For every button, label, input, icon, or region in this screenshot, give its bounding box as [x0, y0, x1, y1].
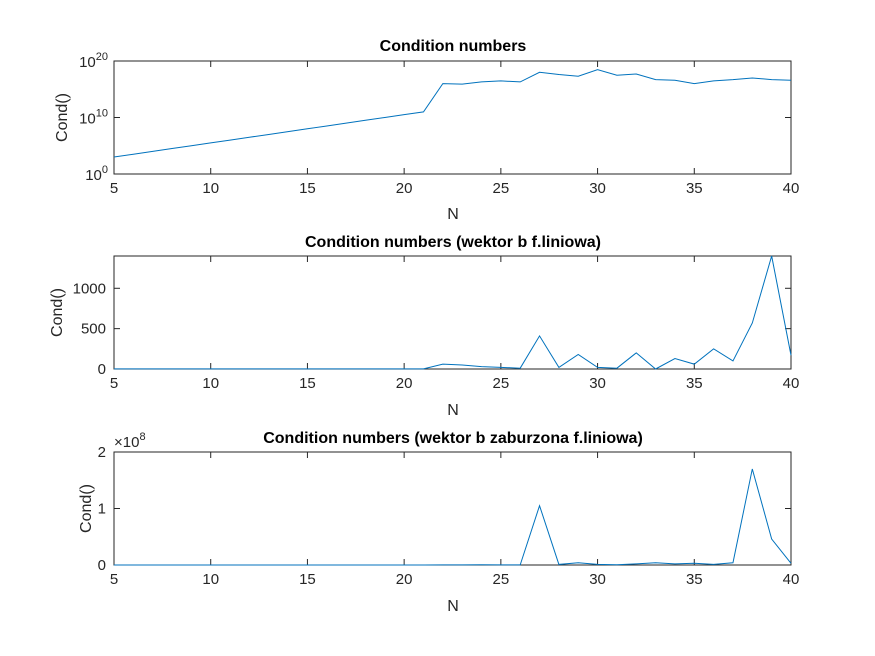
chart-condition-numbers-perturbed: Condition numbers (wektor b zaburzona f.…	[78, 430, 799, 615]
x-tick-label: 35	[686, 375, 703, 392]
x-tick-label: 25	[493, 571, 510, 588]
x-axis-label: N	[447, 206, 459, 223]
x-tick-label: 35	[686, 571, 703, 588]
y-tick-label: 0	[98, 557, 106, 574]
x-tick-label: 15	[299, 571, 316, 588]
y-axis: 0 1 2	[98, 444, 791, 574]
x-tick-label: 25	[493, 375, 510, 392]
x-axis-label: N	[447, 402, 459, 419]
y-tick-label: 1	[98, 501, 106, 518]
x-tick-label: 15	[299, 375, 316, 392]
y-tick-label: 2	[98, 444, 106, 461]
series-line	[113, 69, 792, 158]
y-axis-label: Cond()	[78, 484, 95, 533]
x-tick-label: 25	[493, 180, 510, 197]
x-tick-label: 35	[686, 180, 703, 197]
chart-condition-numbers-linear: Condition numbers (wektor b f.liniowa) 0…	[49, 234, 799, 419]
y-tick-label: 1010	[79, 108, 108, 128]
chart-title: Condition numbers (wektor b zaburzona f.…	[263, 430, 643, 447]
x-tick-label: 5	[110, 571, 118, 588]
x-tick-label: 40	[783, 375, 800, 392]
x-axis: 5 10 15 20 25 30 35 40	[110, 256, 800, 392]
y-axis: 0 500 1000	[73, 280, 791, 378]
y-axis-label: Cond()	[54, 93, 71, 142]
x-tick-label: 5	[110, 180, 118, 197]
x-axis: 5 10 15 20 25 30 35 40	[110, 61, 800, 197]
y-axis: 100 1010 1020	[79, 51, 791, 184]
y-tick-label: 0	[98, 361, 106, 378]
plot-area	[113, 451, 792, 566]
chart-condition-numbers: Condition numbers 100 1010 1020 5 10 15 20 25 3…	[54, 38, 799, 223]
plot-area	[113, 255, 792, 370]
x-tick-label: 30	[589, 571, 606, 588]
x-tick-label: 30	[589, 375, 606, 392]
x-tick-label: 15	[299, 180, 316, 197]
y-tick-label: 500	[81, 321, 106, 338]
x-tick-label: 30	[589, 180, 606, 197]
y-tick-label: 1000	[73, 280, 106, 297]
x-axis: 5 10 15 20 25 30 35 40	[110, 452, 800, 588]
series-line	[114, 255, 792, 370]
x-axis-label: N	[447, 598, 459, 615]
x-tick-label: 10	[202, 180, 219, 197]
plot-area	[113, 60, 792, 175]
x-tick-label: 20	[396, 571, 413, 588]
x-tick-label: 20	[396, 375, 413, 392]
x-tick-label: 10	[202, 571, 219, 588]
x-tick-label: 20	[396, 180, 413, 197]
x-tick-label: 10	[202, 375, 219, 392]
chart-title: Condition numbers	[380, 38, 527, 55]
y-tick-label: 1020	[79, 51, 108, 71]
chart-title: Condition numbers (wektor b f.liniowa)	[305, 234, 601, 251]
x-tick-label: 40	[783, 571, 800, 588]
y-tick-label: 100	[85, 164, 108, 184]
series-line	[114, 468, 792, 566]
y-exponent-label: ×108	[114, 431, 146, 451]
x-tick-label: 40	[783, 180, 800, 197]
x-tick-label: 5	[110, 375, 118, 392]
y-axis-label: Cond()	[49, 288, 66, 337]
